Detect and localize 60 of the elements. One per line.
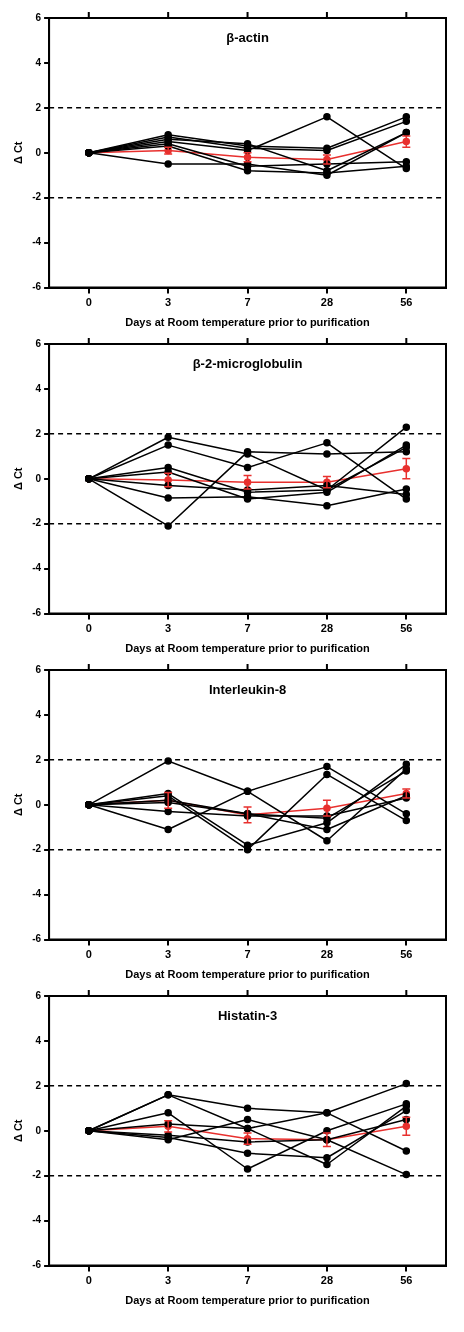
- y-tick-label: -4: [32, 236, 42, 248]
- y-tick-label: 6: [35, 663, 42, 675]
- x-axis-title: Days at Room temperature prior to purification: [125, 1294, 371, 1307]
- y-tick-label: -6: [32, 933, 42, 945]
- y-tick-label: -6: [32, 607, 42, 619]
- y-axis-title: Δ Ct: [11, 467, 24, 491]
- y-tick-label: -6: [32, 1259, 42, 1271]
- x-axis-title: Days at Room temperature prior to purification: [125, 968, 371, 981]
- x-tick-label: 28: [320, 948, 334, 961]
- y-tick-label: 2: [35, 427, 42, 439]
- x-tick-label: 0: [85, 622, 92, 635]
- x-tick-label: 56: [400, 948, 413, 961]
- x-tick-label: 3: [165, 1274, 172, 1287]
- x-axis-title: Days at Room temperature prior to purification: [125, 642, 371, 655]
- y-tick-label: -4: [32, 1214, 42, 1226]
- y-tick-label: -6: [32, 281, 42, 293]
- y-tick-label: 0: [35, 472, 42, 484]
- x-tick-label: 56: [400, 622, 413, 635]
- x-tick-label: 0: [85, 296, 92, 309]
- y-tick-label: 2: [35, 753, 42, 765]
- y-tick-label: 0: [35, 1124, 42, 1136]
- x-tick-label: 28: [320, 296, 334, 309]
- x-tick-label: 28: [320, 1274, 334, 1287]
- y-tick-label: 0: [35, 798, 42, 810]
- y-tick-label: 2: [35, 101, 42, 113]
- y-tick-label: 2: [35, 1079, 42, 1091]
- y-tick-label: -2: [32, 517, 42, 529]
- x-tick-label: 0: [85, 1274, 92, 1287]
- text: Histatin-3: [217, 1008, 278, 1024]
- y-tick-label: 6: [35, 11, 42, 23]
- y-tick-label: 4: [35, 708, 42, 720]
- text: β-2-microglobulin: [192, 356, 303, 372]
- x-axis-title: Days at Room temperature prior to purification: [125, 316, 371, 329]
- y-tick-label: -4: [32, 562, 42, 574]
- y-tick-label: -4: [32, 888, 42, 900]
- x-tick-label: 56: [400, 296, 413, 309]
- x-tick-label: 56: [400, 1274, 413, 1287]
- x-tick-label: 7: [244, 296, 251, 309]
- y-tick-label: 4: [35, 56, 42, 68]
- y-tick-label: 6: [35, 989, 42, 1001]
- x-tick-label: 0: [85, 948, 92, 961]
- y-tick-label: 4: [35, 382, 42, 394]
- x-tick-label: 3: [165, 622, 172, 635]
- text: β-actin: [226, 30, 269, 46]
- x-tick-label: 28: [320, 622, 334, 635]
- y-axis-title: Δ Ct: [11, 141, 24, 165]
- y-tick-label: -2: [32, 843, 42, 855]
- y-tick-label: 0: [35, 146, 42, 158]
- text: Interleukin-8: [208, 682, 287, 698]
- y-tick-label: -2: [32, 191, 42, 203]
- x-tick-label: 7: [244, 1274, 251, 1287]
- y-axis-title: Δ Ct: [11, 793, 24, 817]
- x-tick-label: 3: [165, 948, 172, 961]
- y-tick-label: 6: [35, 337, 42, 349]
- y-tick-label: -2: [32, 1169, 42, 1181]
- x-tick-label: 7: [244, 622, 251, 635]
- y-axis-title: Δ Ct: [11, 1119, 24, 1143]
- y-tick-label: 4: [35, 1034, 42, 1046]
- x-tick-label: 7: [244, 948, 251, 961]
- x-tick-label: 3: [165, 296, 172, 309]
